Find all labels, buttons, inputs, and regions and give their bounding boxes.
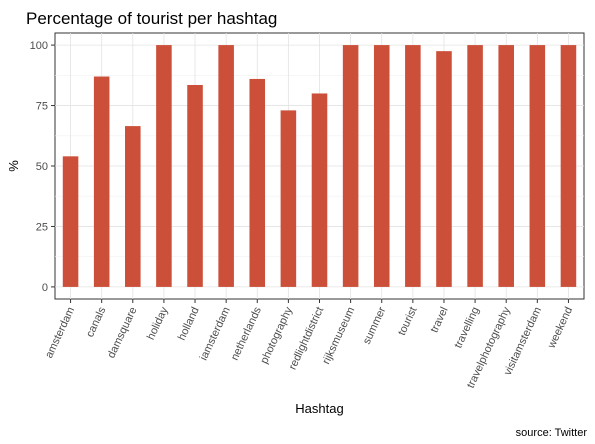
x-tick-label: weekend	[545, 305, 575, 351]
x-tick-label: holland	[176, 305, 202, 342]
bar-netherlands	[249, 78, 266, 287]
y-tick-label: 75	[36, 101, 48, 113]
y-axis-ticks: 0 25 50 75 100	[30, 40, 55, 294]
x-tick-label: damsquare	[105, 305, 139, 360]
y-tick-label: 25	[36, 221, 48, 233]
y-tick-label: 0	[42, 282, 48, 294]
x-tick-label: canals	[84, 305, 109, 339]
x-tick-label: summer	[361, 305, 389, 346]
x-tick-label: rijksmuseum	[320, 305, 357, 366]
bar-iamsterdam	[218, 45, 234, 287]
bar-travelling	[467, 45, 483, 287]
x-tick-label: iamsterdam	[198, 305, 233, 362]
bar-travel	[436, 51, 452, 287]
x-tick-label: holiday	[145, 305, 171, 342]
x-tick-label: netherlands	[229, 305, 264, 363]
x-tick-label: travel	[428, 305, 450, 334]
bar-redlightdistrict	[311, 93, 328, 287]
y-axis-title: %	[6, 160, 21, 172]
bar-amsterdam	[62, 156, 79, 287]
chart-title: Percentage of tourist per hashtag	[26, 9, 277, 28]
bar-holiday	[156, 45, 172, 287]
x-tick-label: photography	[258, 305, 295, 366]
x-tick-label: tourist	[396, 305, 420, 337]
bar-canals	[93, 76, 110, 287]
x-axis-title: Hashtag	[295, 401, 343, 416]
chart-caption: source: Twitter	[516, 427, 588, 439]
bar-photography	[280, 110, 297, 287]
bar-tourist	[405, 45, 421, 287]
bar-rijksmuseum	[342, 45, 359, 287]
y-tick-label: 100	[30, 40, 48, 52]
bars	[62, 45, 577, 287]
bar-holland	[187, 84, 203, 287]
x-tick-label: amsterdam	[43, 305, 77, 360]
x-tick-label: travelling	[452, 305, 481, 350]
bar-travelphotography	[498, 45, 514, 287]
bar-weekend	[560, 45, 577, 287]
bar-visitamsterdam	[529, 45, 546, 287]
bar-damsquare	[125, 126, 141, 287]
bar-summer	[373, 45, 390, 287]
y-tick-label: 50	[36, 161, 48, 173]
